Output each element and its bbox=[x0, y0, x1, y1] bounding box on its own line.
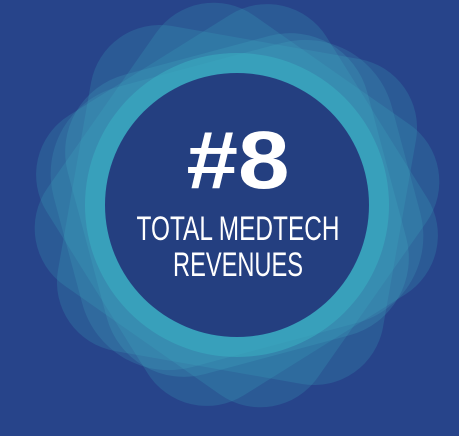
label-line: REVENUES bbox=[173, 246, 303, 284]
rank: #8 bbox=[187, 115, 290, 206]
page: #8 TOTAL MEDTECH REVENUES (() => { const… bbox=[0, 0, 459, 436]
label-line: TOTAL MEDTECH bbox=[137, 210, 340, 248]
badge-graphic: #8 TOTAL MEDTECH REVENUES bbox=[0, 0, 459, 436]
